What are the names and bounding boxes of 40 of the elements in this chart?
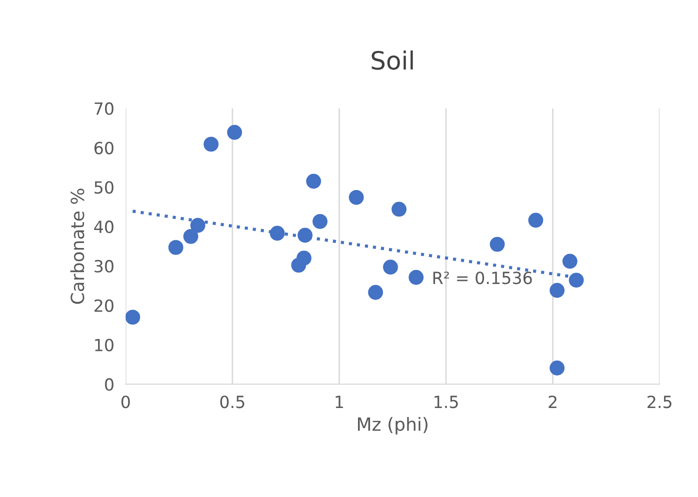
point	[348, 190, 364, 205]
x-tick-label: 0.5	[220, 396, 244, 408]
y-tick-label: 40	[94, 220, 114, 234]
y-tick-label: 30	[94, 260, 114, 273]
y-tick-label: 50	[94, 181, 114, 194]
x-axis-title: Mz (phi)	[358, 416, 428, 434]
x-tick-label: 1	[336, 396, 343, 408]
point	[183, 228, 198, 244]
point	[298, 228, 313, 243]
x-tick-label: 0	[121, 396, 130, 408]
point	[312, 214, 328, 229]
point	[528, 212, 544, 228]
point	[168, 240, 184, 255]
point	[408, 270, 424, 285]
point	[562, 254, 578, 269]
point	[490, 236, 505, 252]
point	[306, 174, 322, 189]
x-tick-label: 1.5	[434, 396, 458, 408]
chart-title: Soil	[372, 50, 413, 70]
x-tick-label: 2	[548, 396, 556, 408]
point	[126, 310, 140, 325]
y-axis-title: Carbonate %	[70, 188, 84, 304]
point	[204, 136, 219, 152]
x-tick-label: 2.5	[648, 396, 672, 408]
point	[392, 202, 406, 217]
point	[270, 226, 285, 241]
point	[568, 272, 584, 288]
point	[190, 218, 206, 233]
y-tick-label: 70	[94, 102, 114, 115]
point	[227, 124, 242, 140]
point	[550, 360, 565, 376]
point	[296, 250, 312, 266]
y-tick-label: 10	[95, 338, 114, 352]
y-tick-label: 60	[94, 142, 114, 154]
annotation: R² = 0.1536	[433, 272, 532, 284]
y-tick-label: 0	[105, 378, 114, 391]
point	[383, 260, 398, 275]
y-tick-label: 20	[94, 299, 114, 312]
point	[550, 282, 565, 298]
point	[368, 284, 383, 300]
